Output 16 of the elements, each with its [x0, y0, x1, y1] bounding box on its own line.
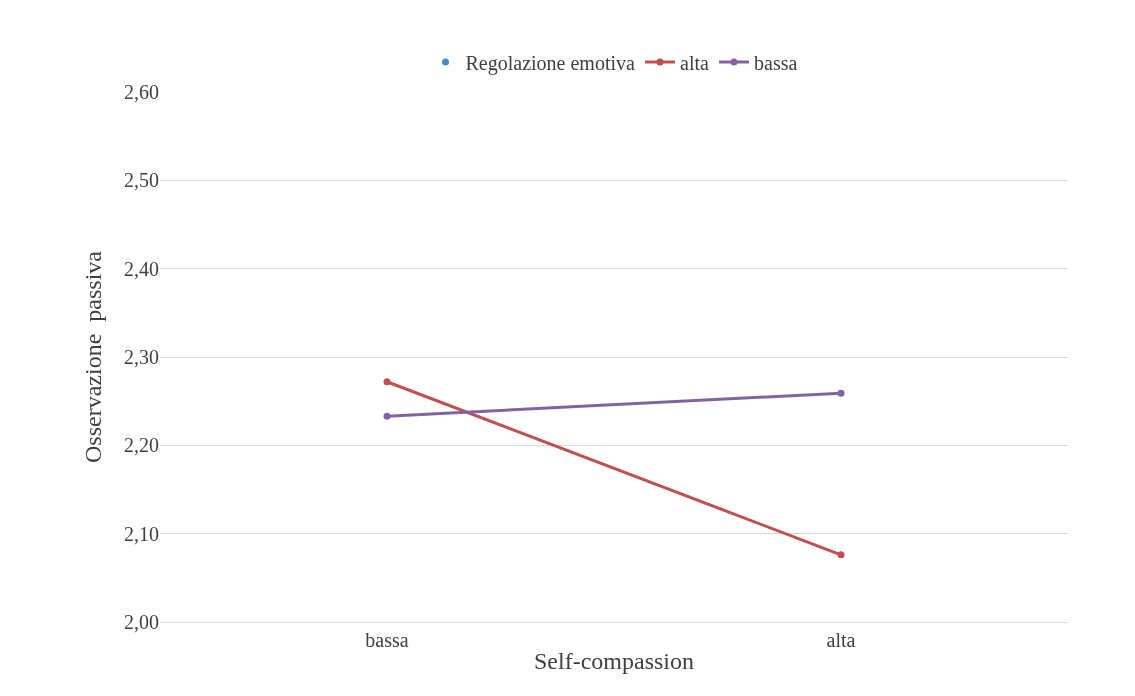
legend-label: Regolazione emotiva [465, 51, 636, 75]
y-tick-label: 2,60 [124, 81, 159, 103]
y-tick-label: 2,00 [124, 611, 159, 633]
point [383, 412, 391, 420]
point [837, 551, 845, 559]
y-tick-label: 2,10 [124, 522, 159, 545]
y-tick-label: 2,40 [124, 257, 159, 280]
y-tick-label: 2,50 [124, 169, 159, 192]
y-tick-label: 2,30 [124, 346, 159, 368]
y-axis-title: Osservazione passiva [80, 250, 107, 463]
point [383, 378, 391, 386]
point [837, 389, 845, 397]
y-tick-label: 2,20 [124, 434, 159, 457]
legend-label: alta [680, 51, 709, 74]
x-axis-title: Self-compassion [534, 648, 694, 675]
legend-label: bassa [754, 51, 798, 74]
